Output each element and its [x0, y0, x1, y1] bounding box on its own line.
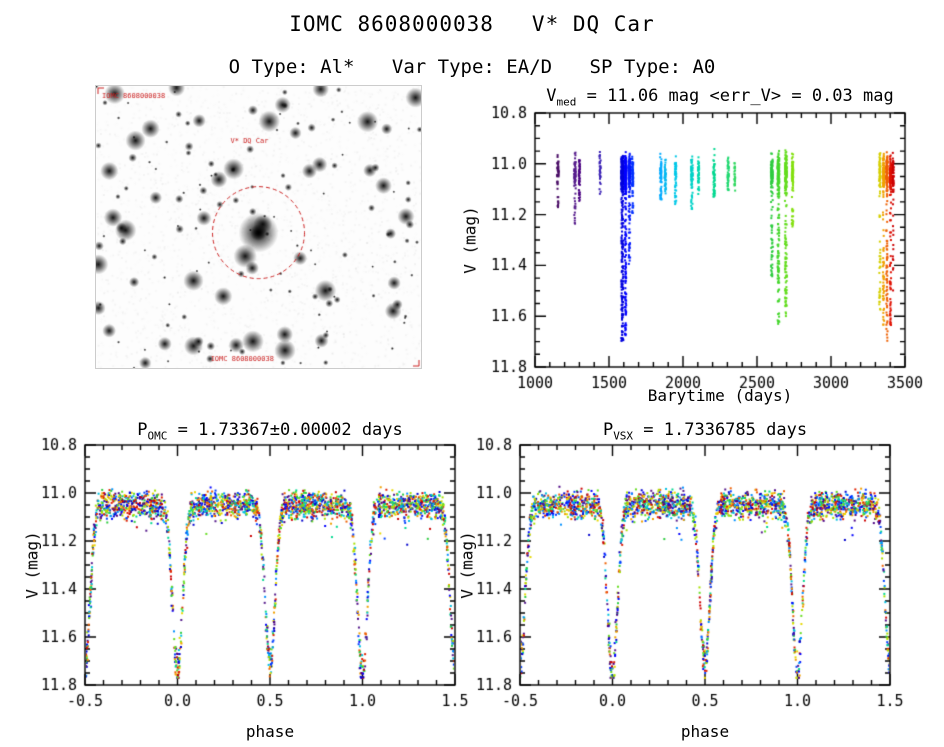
phase-vsx-ylabel: V (mag) — [457, 531, 477, 599]
page-title: IOMC 8608000038 V* DQ Car — [0, 12, 944, 36]
timeseries-title-rest: = 11.06 mag <err_V> = 0.03 mag — [576, 86, 894, 106]
phase-omc-title-rest: = 1.73367±0.00002 days — [167, 420, 403, 440]
timeseries-plot-canvas — [450, 105, 944, 405]
page-title-id: IOMC 8608000038 — [289, 12, 494, 36]
phase-vsx-title-rest: = 1.7336785 days — [633, 420, 808, 440]
phase-omc-ylabel: V (mag) — [22, 531, 42, 599]
object-type: O Type: Al* — [228, 56, 355, 78]
page-title-star: V* DQ Car — [531, 12, 655, 36]
finder-chart-image — [95, 85, 422, 369]
phase-omc-xlabel: phase — [245, 722, 295, 741]
variable-type: Var Type: EA/D — [391, 56, 553, 78]
page-subtitle: O Type: Al* Var Type: EA/D SP Type: A0 — [0, 56, 944, 78]
phase-omc-plot-canvas — [15, 437, 470, 739]
timeseries-xlabel: Barytime (days) — [647, 386, 793, 405]
timeseries-ylabel: V (mag) — [460, 206, 480, 274]
phase-vsx-plot-canvas — [450, 437, 905, 739]
spectral-type: SP Type: A0 — [589, 56, 716, 78]
timeseries-title-main: V — [546, 86, 557, 106]
phase-vsx-title-main: P — [602, 420, 614, 440]
phase-vsx-xlabel: phase — [680, 722, 730, 741]
phase-omc-title-main: P — [137, 420, 148, 440]
